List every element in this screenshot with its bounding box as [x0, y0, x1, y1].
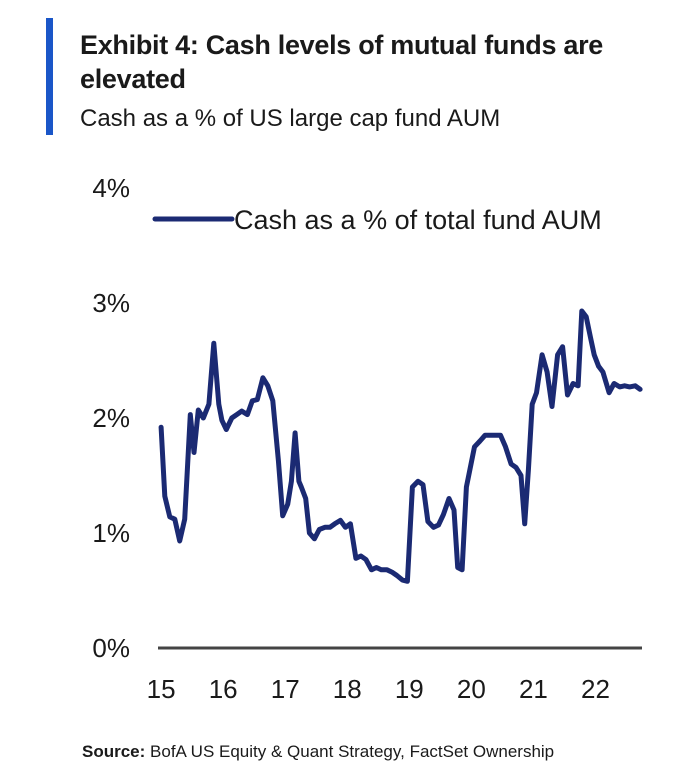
y-axis-labels: 0% 1% 2% 3% 4%: [92, 173, 130, 663]
x-tick-label: 15: [147, 674, 176, 704]
x-tick-label: 16: [209, 674, 238, 704]
y-tick-label: 4%: [92, 173, 130, 203]
x-tick-label: 21: [519, 674, 548, 704]
title-accent-bar: [46, 18, 53, 135]
x-tick-label: 18: [333, 674, 362, 704]
source-note: Source: BofA US Equity & Quant Strategy,…: [82, 742, 554, 762]
x-axis-labels: 15 16 17 18 19 20 21 22: [147, 674, 610, 704]
y-tick-label: 2%: [92, 403, 130, 433]
y-tick-label: 1%: [92, 518, 130, 548]
chart-subtitle: Cash as a % of US large cap fund AUM: [80, 105, 501, 132]
x-tick-label: 20: [457, 674, 486, 704]
source-text: BofA US Equity & Quant Strategy, FactSet…: [150, 742, 555, 761]
source-label: Source:: [82, 742, 146, 761]
series-line-cash-pct: [158, 308, 643, 584]
x-tick-label: 22: [581, 674, 610, 704]
x-tick-label: 17: [271, 674, 300, 704]
y-tick-label: 0%: [92, 633, 130, 663]
legend: Cash as a % of total fund AUM: [152, 205, 602, 235]
y-tick-label: 3%: [92, 288, 130, 318]
chart-title: Exhibit 4: Cash levels of mutual funds a…: [80, 30, 604, 94]
x-tick-label: 19: [395, 674, 424, 704]
legend-label: Cash as a % of total fund AUM: [234, 205, 602, 235]
